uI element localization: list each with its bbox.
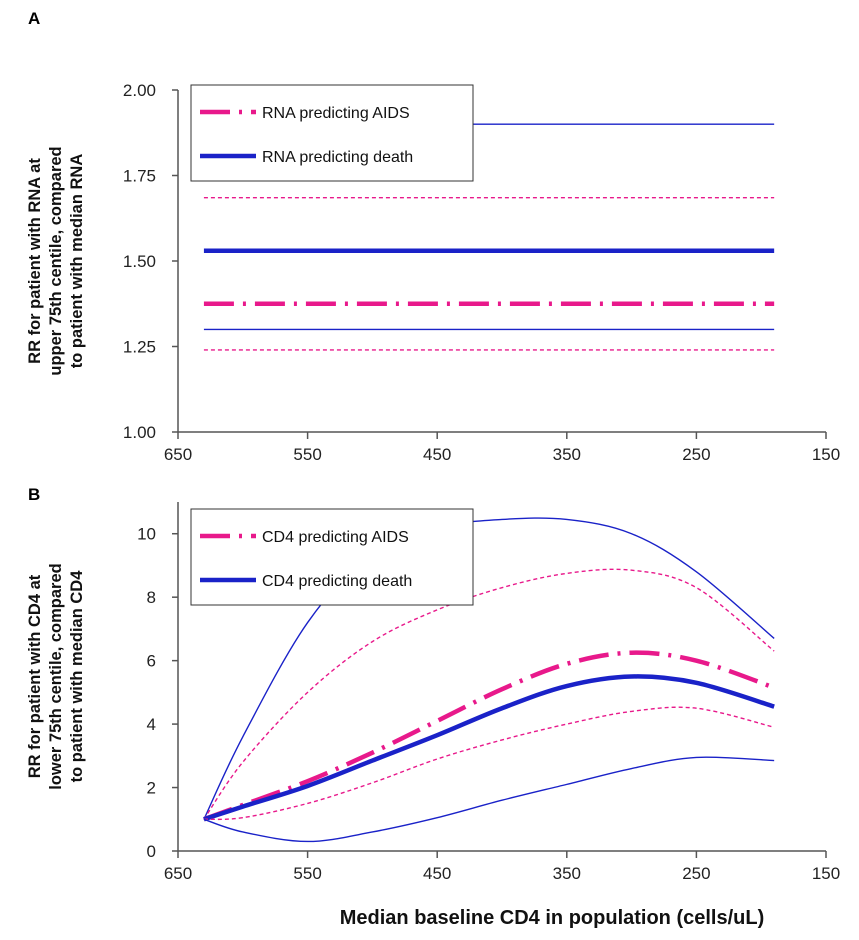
y-tick-label: 2.00 <box>123 81 156 100</box>
x-tick-label: 350 <box>553 864 581 883</box>
x-tick-label: 250 <box>682 445 710 464</box>
y-axis-label: RR for patient with CD4 at lower 75th cen… <box>26 563 86 790</box>
y-tick-label: 10 <box>137 525 156 544</box>
y-axis-label-line: RR for patient with CD4 at <box>26 574 44 778</box>
y-tick-label: 8 <box>147 588 156 607</box>
x-tick-label: 550 <box>293 864 321 883</box>
x-tick-label: 650 <box>164 864 192 883</box>
y-tick-label: 1.25 <box>123 338 156 357</box>
x-tick-label: 150 <box>812 864 840 883</box>
y-axis-label: RR for patient with RNA at upper 75th cen… <box>26 146 86 375</box>
x-tick-label: 550 <box>293 445 321 464</box>
legend: CD4 predicting AIDS CD4 predicting death <box>190 508 474 606</box>
series-cd4-predicting-aids <box>203 650 775 822</box>
y-axis-label-line: upper 75th centile, compared <box>47 146 65 375</box>
x-tick-label: 450 <box>423 445 451 464</box>
y-tick-label: 4 <box>147 715 156 734</box>
series-aids_ci_lower <box>203 706 775 821</box>
legend-label: CD4 predicting death <box>262 573 412 590</box>
panel-letter: B <box>28 485 40 504</box>
panel-b: B 0 2 4 6 8 10 650 550 450 350 250 150 RR for patient… <box>26 485 840 929</box>
legend-label: CD4 predicting AIDS <box>262 529 409 546</box>
series-cd4-predicting-death <box>203 674 775 822</box>
x-tick-label: 150 <box>812 445 840 464</box>
x-axis-label: Median baseline CD4 in population (cells… <box>340 907 765 929</box>
legend-label: RNA predicting AIDS <box>262 105 410 122</box>
y-tick-label: 0 <box>147 842 156 861</box>
panel-a: A 1.00 1.25 1.50 1.75 2.00 650 550 450 350 250 150 R… <box>26 9 840 464</box>
y-axis-label-line: lower 75th centile, compared <box>47 563 65 790</box>
legend-label: RNA predicting death <box>262 149 413 166</box>
y-tick-label: 6 <box>147 652 156 671</box>
legend-box <box>190 508 474 606</box>
x-tick-label: 350 <box>553 445 581 464</box>
panel-letter: A <box>28 9 40 28</box>
y-tick-label: 1.75 <box>123 167 156 186</box>
y-tick-label: 1.00 <box>123 423 156 442</box>
y-axis-label-line: RR for patient with RNA at <box>26 158 44 364</box>
legend: RNA predicting AIDS RNA predicting death <box>190 84 474 182</box>
y-axis-label-line: to patient with median CD4 <box>68 570 86 783</box>
legend-box <box>190 84 474 182</box>
x-tick-label: 250 <box>682 864 710 883</box>
y-tick-label: 1.50 <box>123 252 156 271</box>
y-tick-label: 2 <box>147 779 156 798</box>
series-death_ci_lower <box>203 756 775 843</box>
x-tick-label: 450 <box>423 864 451 883</box>
x-tick-label: 650 <box>164 445 192 464</box>
y-axis-label-line: to patient with median RNA <box>68 154 86 369</box>
